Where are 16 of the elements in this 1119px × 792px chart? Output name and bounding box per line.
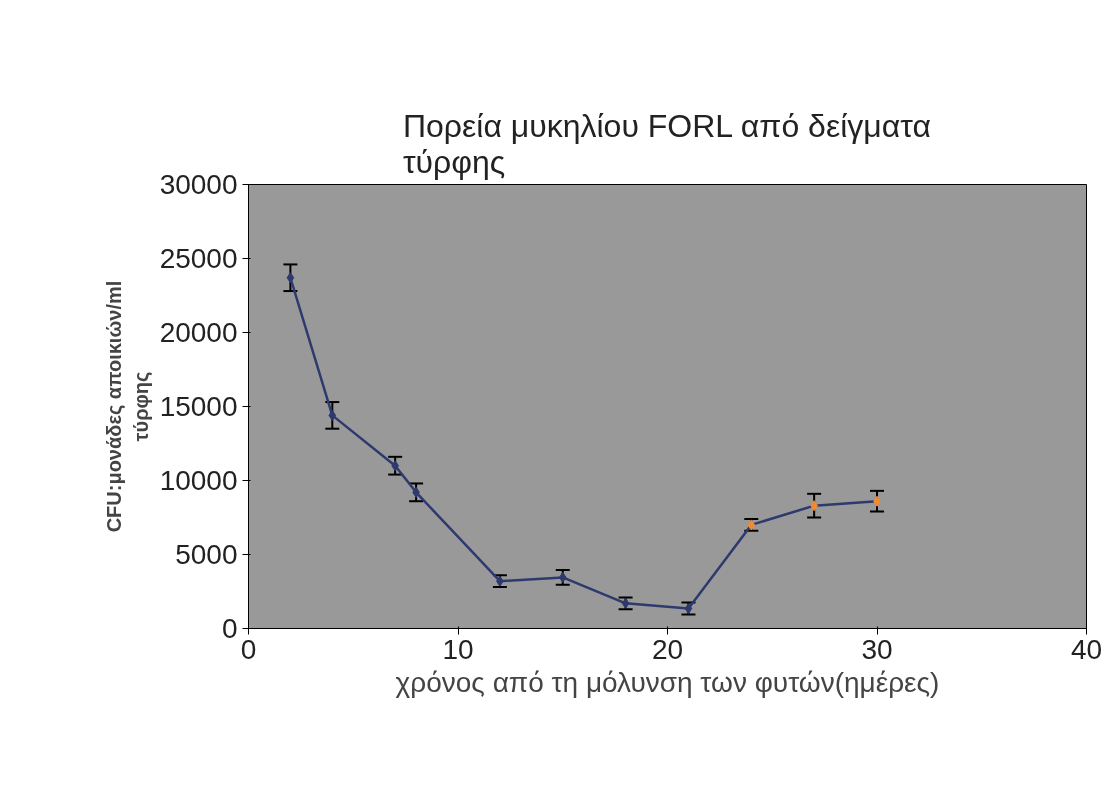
chart-title: Πορεία μυκηλίου FORL από δείγματα τύρφης bbox=[402, 107, 931, 180]
y-tick-label: 0 bbox=[221, 613, 238, 644]
x-tick-label: 40 bbox=[1070, 633, 1103, 665]
x-tick-label: 20 bbox=[651, 633, 684, 665]
point bbox=[286, 272, 295, 284]
point bbox=[328, 409, 337, 421]
x-tick-label: 30 bbox=[861, 633, 893, 665]
y-tick-label: 30000 bbox=[159, 169, 238, 200]
y-axis-title: CFU:μονάδες αποικιών/ml τύρφης bbox=[103, 280, 152, 533]
x-axis-title: χρόνος από τη μόλυνση των φυτών(ημέρες) bbox=[395, 666, 940, 698]
x-tick-label: 10 bbox=[442, 633, 474, 665]
y-tick-label: 10000 bbox=[159, 465, 238, 496]
y-tick-label: 5000 bbox=[175, 539, 238, 570]
y-tick-label: 15000 bbox=[159, 391, 238, 422]
y-tick-label: 25000 bbox=[159, 243, 238, 274]
y-tick-label: 20000 bbox=[159, 317, 238, 348]
